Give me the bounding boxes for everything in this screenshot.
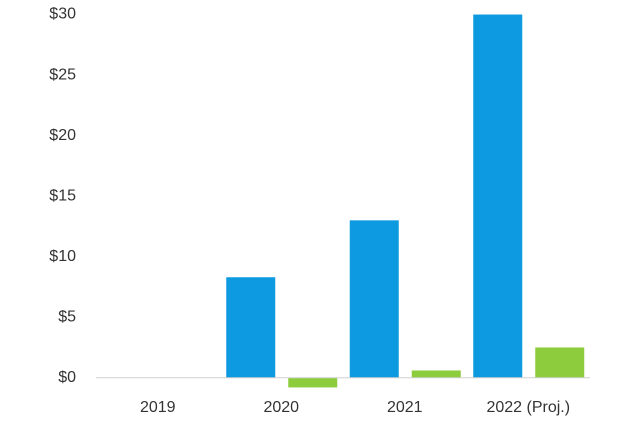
x-tick-label: 2021 <box>387 399 423 416</box>
bar <box>535 347 585 378</box>
y-tick-label: $25 <box>49 66 76 83</box>
y-tick-label: $0 <box>58 369 76 386</box>
bar <box>411 370 461 378</box>
y-tick-label: $20 <box>49 127 76 144</box>
x-tick-label: 2022 (Proj.) <box>486 399 570 416</box>
x-tick-label: 2020 <box>263 399 299 416</box>
y-tick-label: $5 <box>58 308 76 325</box>
y-tick-label: $15 <box>49 187 76 204</box>
bar <box>349 220 399 378</box>
bar <box>473 14 523 378</box>
x-tick-label: 2019 <box>140 399 176 416</box>
bar <box>288 377 338 388</box>
y-tick-label: $30 <box>49 6 76 23</box>
y-tick-label: $10 <box>49 248 76 265</box>
bar <box>226 277 276 378</box>
